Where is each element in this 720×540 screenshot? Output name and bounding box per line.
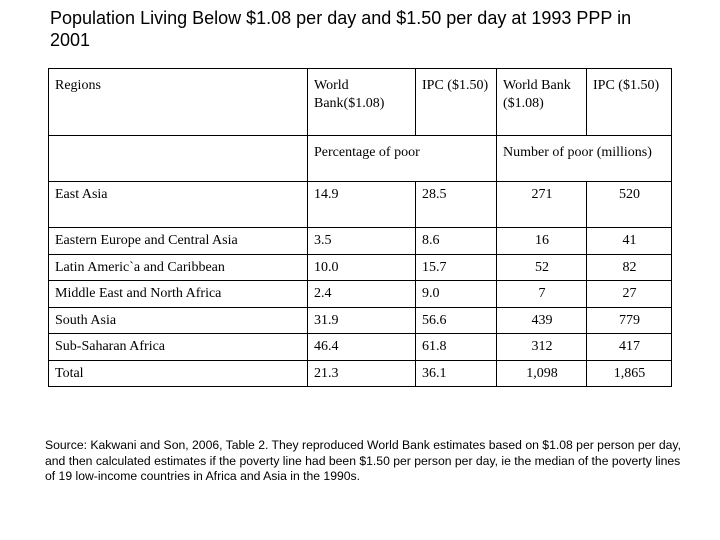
group-percentage-of-poor: Percentage of poor bbox=[307, 135, 497, 182]
table-header-row: Regions World Bank($1.08) IPC ($1.50) Wo… bbox=[48, 68, 672, 136]
wb-num-cell: 312 bbox=[496, 333, 587, 361]
wb-pct-cell: 10.0 bbox=[307, 253, 416, 281]
region-cell: Middle East and North Africa bbox=[48, 280, 308, 308]
region-cell: Sub-Saharan Africa bbox=[48, 333, 308, 361]
wb-num-cell: 1,098 bbox=[496, 359, 587, 387]
ipc-num-cell: 417 bbox=[586, 333, 672, 361]
ipc-pct-cell: 15.7 bbox=[415, 253, 497, 281]
ipc-pct-cell: 56.6 bbox=[415, 306, 497, 334]
region-cell: Latin Americ`a and Caribbean bbox=[48, 253, 308, 281]
table-row: Sub-Saharan Africa 46.4 61.8 312 417 bbox=[48, 333, 672, 361]
header-ipc-num: IPC ($1.50) bbox=[586, 68, 672, 136]
table-row: Total 21.3 36.1 1,098 1,865 bbox=[48, 359, 672, 387]
wb-num-cell: 439 bbox=[496, 306, 587, 334]
ipc-pct-cell: 9.0 bbox=[415, 280, 497, 308]
table-row: East Asia 14.9 28.5 271 520 bbox=[48, 181, 672, 228]
wb-pct-cell: 3.5 bbox=[307, 227, 416, 255]
header-world-bank-num: World Bank ($1.08) bbox=[496, 68, 587, 136]
ipc-pct-cell: 36.1 bbox=[415, 359, 497, 387]
wb-pct-cell: 14.9 bbox=[307, 181, 416, 228]
page-title: Population Living Below $1.08 per day an… bbox=[50, 8, 632, 50]
region-cell: East Asia bbox=[48, 181, 308, 228]
region-cell: Total bbox=[48, 359, 308, 387]
wb-pct-cell: 21.3 bbox=[307, 359, 416, 387]
table-row: Eastern Europe and Central Asia 3.5 8.6 … bbox=[48, 227, 672, 255]
wb-num-cell: 7 bbox=[496, 280, 587, 308]
wb-pct-cell: 46.4 bbox=[307, 333, 416, 361]
header-ipc-pct: IPC ($1.50) bbox=[415, 68, 497, 136]
table-row: Latin Americ`a and Caribbean 10.0 15.7 5… bbox=[48, 253, 672, 281]
region-cell: South Asia bbox=[48, 306, 308, 334]
ipc-num-cell: 779 bbox=[586, 306, 672, 334]
region-cell: Eastern Europe and Central Asia bbox=[48, 227, 308, 255]
poverty-table: Regions World Bank($1.08) IPC ($1.50) Wo… bbox=[48, 68, 672, 387]
ipc-pct-cell: 8.6 bbox=[415, 227, 497, 255]
group-number-of-poor: Number of poor (millions) bbox=[496, 135, 672, 182]
header-regions: Regions bbox=[48, 68, 308, 136]
ipc-pct-cell: 61.8 bbox=[415, 333, 497, 361]
table-group-header-row: Percentage of poor Number of poor (milli… bbox=[48, 135, 672, 182]
wb-pct-cell: 2.4 bbox=[307, 280, 416, 308]
empty-cell bbox=[48, 135, 308, 182]
wb-num-cell: 16 bbox=[496, 227, 587, 255]
wb-pct-cell: 31.9 bbox=[307, 306, 416, 334]
ipc-num-cell: 41 bbox=[586, 227, 672, 255]
wb-num-cell: 52 bbox=[496, 253, 587, 281]
ipc-num-cell: 1,865 bbox=[586, 359, 672, 387]
wb-num-cell: 271 bbox=[496, 181, 587, 228]
ipc-num-cell: 27 bbox=[586, 280, 672, 308]
table-row: South Asia 31.9 56.6 439 779 bbox=[48, 306, 672, 334]
ipc-num-cell: 520 bbox=[586, 181, 672, 228]
table-row: Middle East and North Africa 2.4 9.0 7 2… bbox=[48, 280, 672, 308]
header-world-bank-pct: World Bank($1.08) bbox=[307, 68, 416, 136]
source-note: Source: Kakwani and Son, 2006, Table 2. … bbox=[45, 438, 681, 483]
ipc-num-cell: 82 bbox=[586, 253, 672, 281]
ipc-pct-cell: 28.5 bbox=[415, 181, 497, 228]
